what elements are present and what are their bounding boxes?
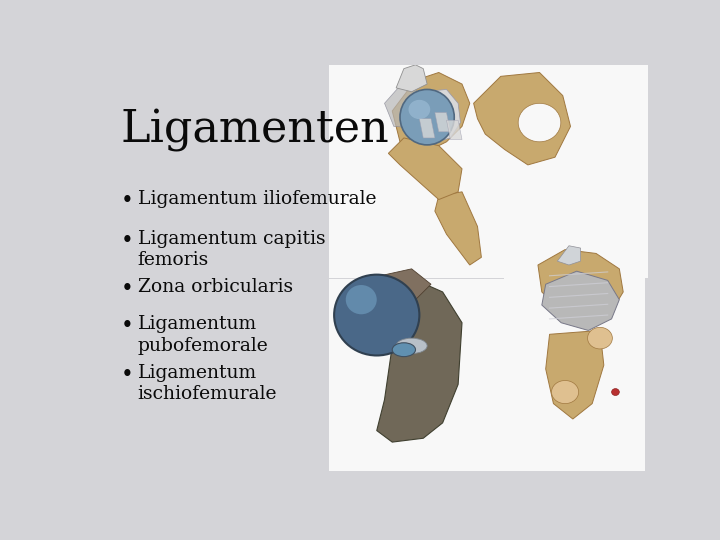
Ellipse shape [392, 343, 415, 356]
Text: •: • [121, 315, 133, 337]
Polygon shape [392, 72, 469, 150]
Text: Ligamentum capitis
femoris: Ligamentum capitis femoris [138, 230, 325, 269]
Polygon shape [408, 90, 461, 143]
Text: Ligamentum iliofemurale: Ligamentum iliofemurale [138, 190, 377, 207]
Ellipse shape [406, 54, 417, 63]
Ellipse shape [400, 90, 454, 145]
Polygon shape [377, 269, 431, 300]
Polygon shape [446, 120, 462, 139]
Polygon shape [538, 249, 624, 319]
Ellipse shape [396, 338, 427, 354]
Text: Ligamentum
ischiofemurale: Ligamentum ischiofemurale [138, 363, 277, 403]
Polygon shape [388, 138, 462, 200]
Ellipse shape [334, 275, 419, 355]
Polygon shape [384, 84, 427, 128]
Text: •: • [121, 363, 133, 386]
Ellipse shape [408, 100, 431, 119]
Text: •: • [121, 230, 133, 252]
Polygon shape [546, 330, 604, 419]
FancyBboxPatch shape [504, 248, 645, 471]
Ellipse shape [611, 389, 619, 395]
FancyBboxPatch shape [329, 279, 505, 471]
Text: •: • [121, 190, 133, 212]
Polygon shape [557, 246, 580, 265]
Text: Ligamentum
pubofemorale: Ligamentum pubofemorale [138, 315, 269, 355]
Ellipse shape [588, 327, 612, 349]
Polygon shape [542, 271, 619, 330]
Text: •: • [121, 278, 133, 300]
Text: Zona orbicularis: Zona orbicularis [138, 278, 293, 296]
Polygon shape [396, 65, 427, 92]
Polygon shape [435, 112, 451, 132]
Ellipse shape [346, 285, 377, 314]
Text: Ligamenten: Ligamenten [121, 109, 390, 152]
Ellipse shape [518, 103, 561, 142]
FancyBboxPatch shape [329, 65, 648, 278]
Polygon shape [435, 192, 482, 265]
Polygon shape [377, 276, 462, 442]
Ellipse shape [552, 381, 579, 403]
Polygon shape [474, 72, 570, 165]
Polygon shape [419, 119, 435, 138]
